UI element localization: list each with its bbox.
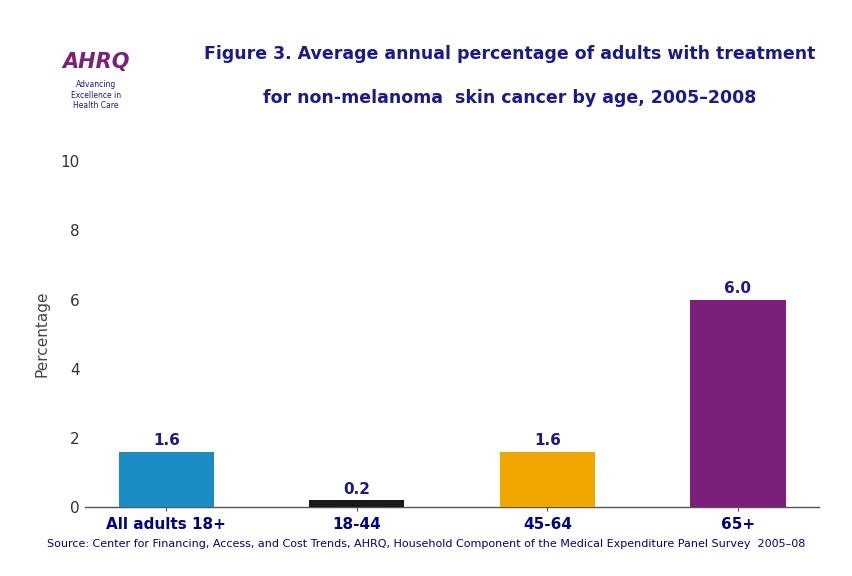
Text: 6.0: 6.0	[723, 281, 751, 296]
Bar	[308, 500, 404, 507]
Y-axis label: Percentage: Percentage	[34, 291, 49, 377]
Text: 0.2: 0.2	[343, 482, 370, 497]
Text: Advancing
Excellence in
Health Care: Advancing Excellence in Health Care	[71, 80, 121, 110]
Text: Figure 3. Average annual percentage of adults with treatment: Figure 3. Average annual percentage of a…	[204, 45, 815, 63]
Text: 1.6: 1.6	[533, 433, 560, 448]
Text: for non-melanoma  skin cancer by age, 2005–2008: for non-melanoma skin cancer by age, 200…	[262, 89, 756, 107]
Text: Source: Center for Financing, Access, and Cost Trends, AHRQ, Household Component: Source: Center for Financing, Access, an…	[47, 539, 805, 550]
Text: AHRQ: AHRQ	[62, 52, 130, 73]
Text: 1.6: 1.6	[153, 433, 180, 448]
Bar	[499, 452, 595, 507]
Bar	[118, 452, 214, 507]
Bar	[689, 300, 785, 507]
